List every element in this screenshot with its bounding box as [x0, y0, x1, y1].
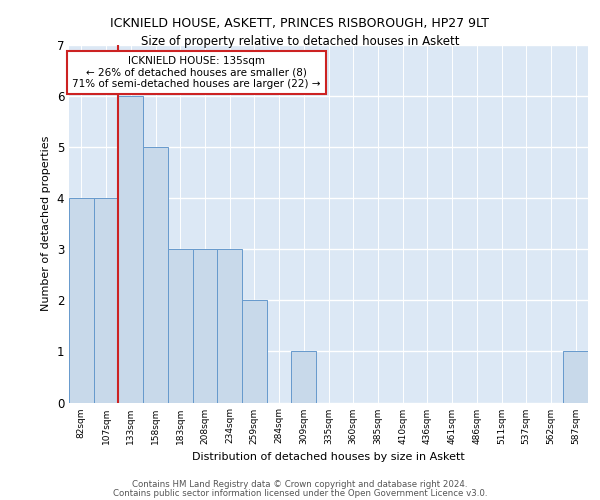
Bar	[242, 300, 267, 402]
Bar	[94, 198, 118, 402]
Y-axis label: Number of detached properties: Number of detached properties	[41, 136, 51, 312]
Bar	[217, 250, 242, 402]
Bar	[292, 352, 316, 403]
Text: ICKNIELD HOUSE: 135sqm
← 26% of detached houses are smaller (8)
71% of semi-deta: ICKNIELD HOUSE: 135sqm ← 26% of detached…	[72, 56, 320, 89]
Text: Size of property relative to detached houses in Askett: Size of property relative to detached ho…	[141, 35, 459, 48]
Bar	[563, 352, 588, 403]
Text: Contains public sector information licensed under the Open Government Licence v3: Contains public sector information licen…	[113, 489, 487, 498]
Text: Contains HM Land Registry data © Crown copyright and database right 2024.: Contains HM Land Registry data © Crown c…	[132, 480, 468, 489]
X-axis label: Distribution of detached houses by size in Askett: Distribution of detached houses by size …	[192, 452, 465, 462]
Bar	[69, 198, 94, 402]
Bar	[143, 147, 168, 403]
Bar	[118, 96, 143, 402]
Bar	[193, 250, 217, 402]
Text: ICKNIELD HOUSE, ASKETT, PRINCES RISBOROUGH, HP27 9LT: ICKNIELD HOUSE, ASKETT, PRINCES RISBOROU…	[110, 18, 490, 30]
Bar	[168, 250, 193, 402]
